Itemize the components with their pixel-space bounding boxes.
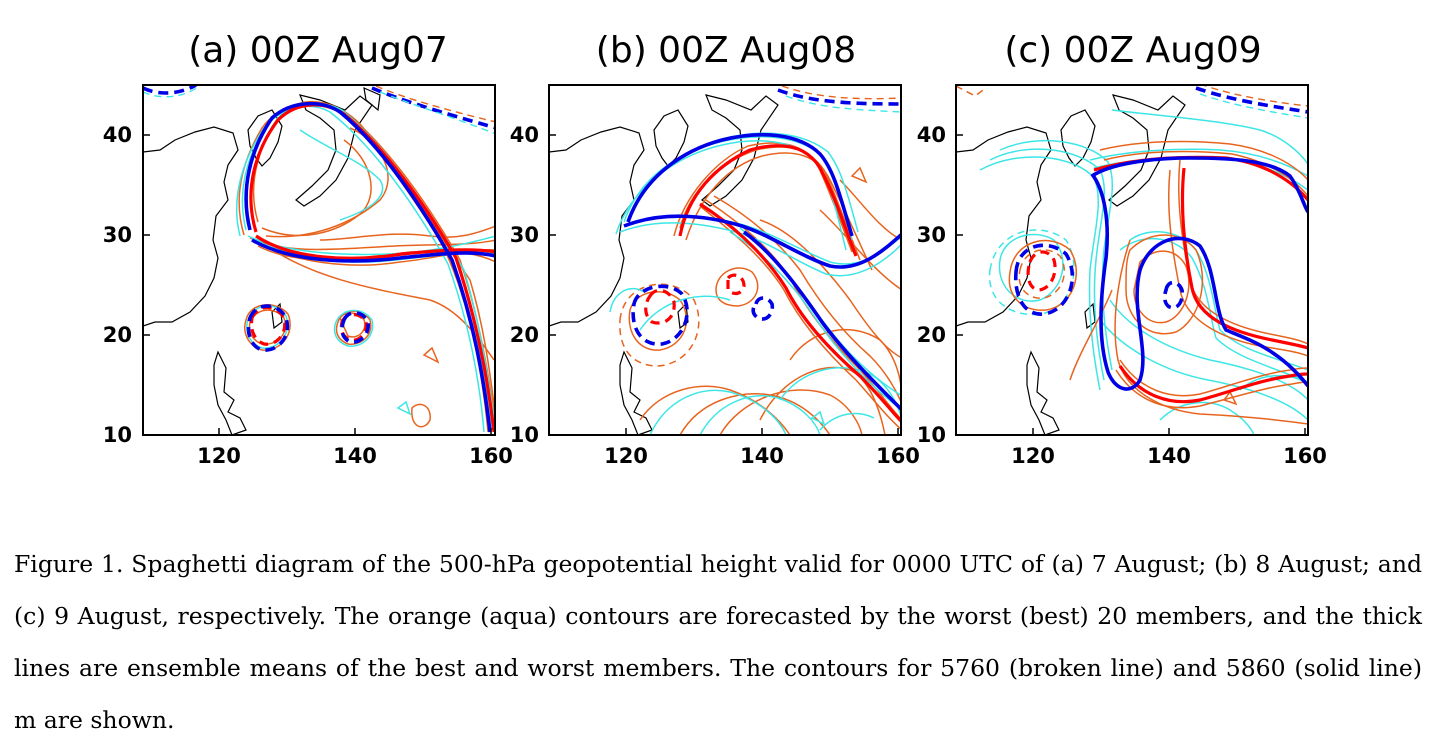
panel-a-xtick-160: 160 [469, 444, 513, 468]
panel-a-best-members [236, 102, 495, 433]
panel-c-ytick-40: 40 [917, 123, 946, 147]
panel-c: (c) 00Z Aug09 [917, 30, 1327, 468]
panel-a-xtick-140: 140 [333, 444, 377, 468]
panel-c-ticks [956, 134, 1306, 435]
panel-c-xtick-120: 120 [1011, 444, 1055, 468]
panel-a-ytick-10: 10 [103, 423, 132, 447]
panel-c-frame [955, 84, 1309, 436]
panel-c-ytick-20: 20 [917, 323, 946, 347]
panel-b-xtick-160: 160 [876, 444, 920, 468]
panel-a-top-dashes [143, 85, 495, 135]
panel-a-xtick-120: 120 [197, 444, 241, 468]
panel-a-best-mean [143, 85, 495, 433]
panel-b-ticks [549, 134, 899, 435]
panel-b-top-dashes [781, 85, 901, 113]
panel-a-ytick-40: 40 [103, 123, 132, 147]
spaghetti-figure: (a) 00Z Aug07 [103, 30, 1327, 468]
panel-c-xtick-140: 140 [1147, 444, 1191, 468]
panel-a-ticks [143, 134, 492, 435]
panel-b-ytick-30: 30 [510, 223, 539, 247]
panel-a-ytick-30: 30 [103, 223, 132, 247]
panel-c-top-dashes [1199, 85, 1308, 119]
panel-b-xtick-120: 120 [604, 444, 648, 468]
panel-b-coastline [549, 94, 779, 435]
panel-b-worst-mean [644, 144, 901, 424]
panel-b-worst-members [619, 142, 901, 435]
figure-caption: Figure 1. Spaghetti diagram of the 500-h… [14, 550, 1422, 734]
panel-b-ytick-40: 40 [510, 123, 539, 147]
panel-b-frame [548, 84, 902, 436]
panel-c-worst-members [956, 85, 1308, 425]
panel-b: (b) 00Z Aug08 [510, 30, 920, 468]
panel-b-best-mean [623, 88, 901, 412]
panel-a-ytick-20: 20 [103, 323, 132, 347]
panel-c-best-mean [1013, 86, 1308, 391]
panel-b-ytick-10: 10 [510, 423, 539, 447]
panel-a: (a) 00Z Aug07 [103, 30, 513, 468]
panel-b-ytick-20: 20 [510, 323, 539, 347]
panel-c-xtick-160: 160 [1283, 444, 1327, 468]
panel-c-ytick-10: 10 [917, 423, 946, 447]
panel-a-title: (a) 00Z Aug07 [188, 30, 448, 71]
panel-b-title: (b) 00Z Aug08 [596, 30, 856, 71]
panel-c-title: (c) 00Z Aug09 [1004, 30, 1261, 71]
panel-c-ytick-30: 30 [917, 223, 946, 247]
panel-a-coastline [143, 87, 381, 435]
panel-a-frame [142, 84, 496, 436]
panel-b-xtick-140: 140 [740, 444, 784, 468]
